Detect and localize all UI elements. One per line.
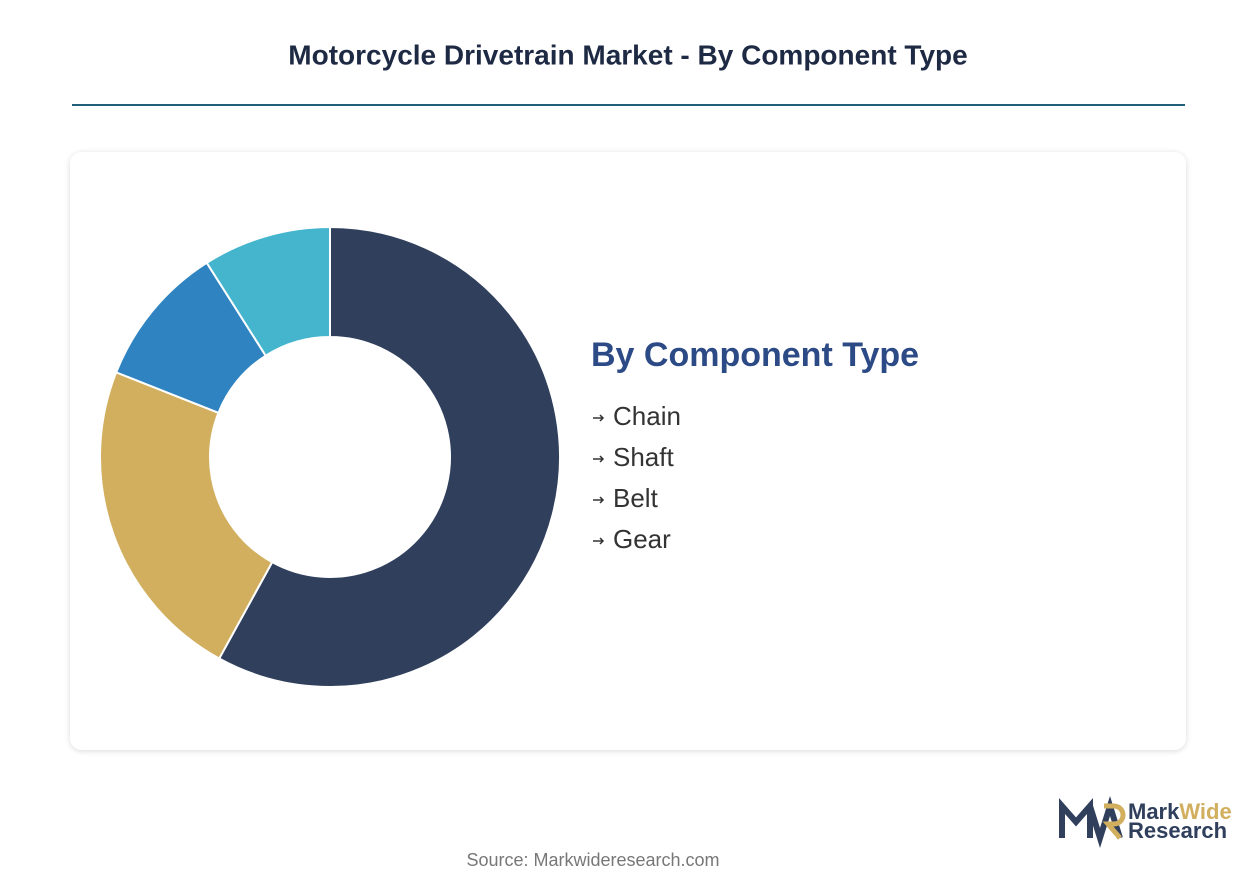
donut-segment xyxy=(217,225,561,688)
legend-label: Belt xyxy=(613,483,659,513)
chart-title: Motorcycle Drivetrain Market - By Compon… xyxy=(288,39,967,70)
logo-icon-accent xyxy=(1102,803,1126,840)
legend: Chain Shaft Belt Gear xyxy=(593,401,681,554)
donut-segment xyxy=(205,225,331,358)
legend-arrow xyxy=(593,455,605,463)
logo: MarkWide Research xyxy=(1059,795,1232,849)
legend-arrow xyxy=(593,537,605,545)
legend-label: Shaft xyxy=(613,442,674,472)
logo-mark: Mark xyxy=(1128,799,1180,824)
logo-wide: Wide xyxy=(1179,799,1231,824)
legend-title: By Component Type xyxy=(591,336,919,374)
logo-research: Research xyxy=(1128,818,1227,843)
legend-label: Gear xyxy=(613,524,671,554)
donut-segment xyxy=(99,371,274,660)
legend-arrow xyxy=(593,496,605,504)
logo-text: MarkWide xyxy=(1128,799,1232,824)
donut xyxy=(99,225,561,688)
legend-label: Chain xyxy=(613,401,681,431)
source: Source: Markwideresearch.com xyxy=(466,850,719,870)
legend-arrow xyxy=(593,414,605,422)
